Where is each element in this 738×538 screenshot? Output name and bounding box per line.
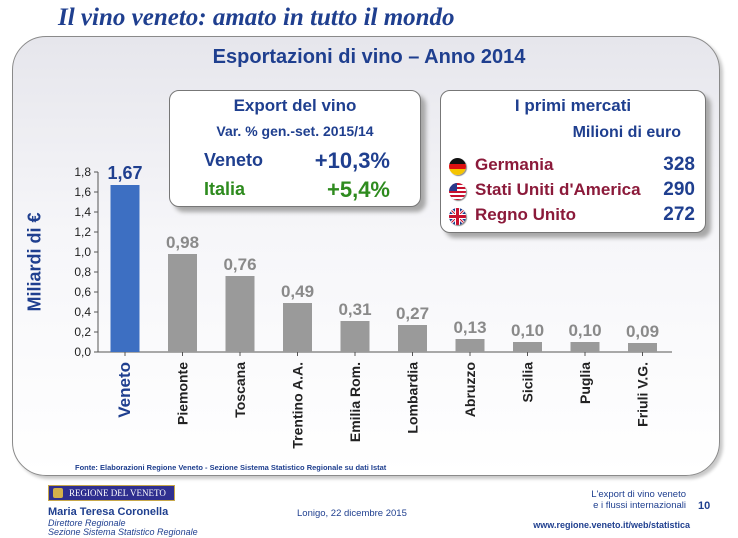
market-value-uk: 272 — [663, 204, 695, 225]
x-tick-label: Trentino A.A. — [290, 362, 306, 449]
bar-trentino-a-a- — [283, 303, 312, 352]
website-link[interactable]: www.regione.veneto.it/web/statistica — [533, 520, 690, 530]
y-tick-label: 1,8 — [74, 165, 91, 179]
export-box-title: Export del vino — [233, 96, 357, 115]
data-label: 0,31 — [338, 300, 371, 319]
x-tick-label: Sicilia — [520, 362, 536, 403]
region-crest-icon — [53, 488, 63, 498]
x-tick-label: Veneto — [115, 362, 134, 418]
germany-flag-icon — [449, 158, 466, 175]
author-name: Maria Teresa Coronella — [48, 506, 169, 518]
x-tick-label: Toscana — [232, 362, 248, 418]
markets-box-title: I primi mercati — [514, 96, 632, 115]
y-tick-label: 0,8 — [74, 265, 91, 279]
market-label-uk: Regno Unito — [475, 205, 577, 224]
bar-piemonte — [168, 254, 197, 352]
data-label: 0,10 — [511, 321, 544, 340]
market-value-germania: 328 — [663, 154, 695, 175]
uk-flag-icon — [449, 208, 466, 225]
bar-abruzzo — [455, 339, 485, 352]
data-label: 1,67 — [107, 163, 142, 183]
market-label-germania: Germania — [475, 155, 554, 174]
usa-flag-icon — [449, 183, 466, 200]
export-growth-box: Export del vino Var. % gen.-set. 2015/14… — [169, 90, 421, 207]
y-tick-label: 0,0 — [74, 345, 91, 359]
y-tick-label: 0,2 — [74, 325, 91, 339]
source-note: Fonte: Elaborazioni Regione Veneto - Sez… — [75, 463, 387, 472]
x-tick-label: Emilia Rom. — [347, 362, 363, 442]
data-label: 0,98 — [166, 233, 199, 252]
export-row-veneto-label: Veneto — [204, 150, 264, 170]
export-row-italia-label: Italia — [204, 179, 246, 199]
bar-lombardia — [398, 325, 427, 352]
bar-sicilia — [513, 342, 542, 352]
export-box-subtitle: Var. % gen.-set. 2015/14 — [216, 123, 374, 139]
market-label-usa: Stati Uniti d'America — [475, 180, 641, 199]
bar-puglia — [570, 342, 600, 352]
bar-toscana — [225, 276, 255, 352]
top-markets-box: I primi mercati Milioni di euro Germania… — [440, 90, 706, 233]
data-label: 0,76 — [223, 255, 256, 274]
region-logo-text: REGIONE DEL VENETO — [69, 488, 166, 498]
export-row-veneto-value: +10,3% — [314, 148, 390, 173]
bar-veneto — [110, 185, 140, 352]
y-tick-label: 1,2 — [74, 225, 91, 239]
x-tick-label: Puglia — [577, 362, 593, 404]
bar-emilia-rom- — [340, 321, 370, 352]
x-tick-label: Piemonte — [175, 362, 191, 425]
y-tick-label: 0,4 — [74, 305, 91, 319]
presentation-topic-2: e i flussi internazionali — [593, 500, 686, 511]
data-label: 0,10 — [568, 321, 601, 340]
y-tick-label: 1,4 — [74, 205, 91, 219]
y-tick-label: 0,6 — [74, 285, 91, 299]
presentation-topic-1: L'export di vino veneto — [591, 489, 686, 500]
y-tick-label: 1,0 — [74, 245, 91, 259]
chart-title: Esportazioni di vino – Anno 2014 — [212, 46, 526, 68]
region-logo: REGIONE DEL VENETO — [48, 485, 175, 501]
slide-title: Il vino veneto: amato in tutto il mondo — [58, 4, 455, 31]
data-label: 0,13 — [453, 318, 486, 337]
author-role-1: Direttore Regionale — [48, 518, 126, 528]
data-label: 0,27 — [396, 304, 429, 323]
y-tick-label: 1,6 — [74, 185, 91, 199]
event-place-date: Lonigo, 22 dicembre 2015 — [297, 508, 407, 519]
page-number: 10 — [698, 500, 711, 512]
market-value-usa: 290 — [663, 179, 695, 200]
bar-friuli-v-g- — [628, 343, 657, 352]
x-tick-label: Abruzzo — [462, 362, 478, 417]
x-tick-label: Friuli V.G. — [635, 362, 651, 427]
x-tick-label: Lombardia — [405, 362, 421, 434]
author-role-2: Sezione Sistema Statistico Regionale — [48, 527, 198, 537]
export-row-italia-value: +5,4% — [327, 177, 390, 202]
data-label: 0,49 — [281, 282, 314, 301]
markets-box-subtitle: Milioni di euro — [572, 124, 681, 141]
data-label: 0,09 — [626, 322, 659, 341]
